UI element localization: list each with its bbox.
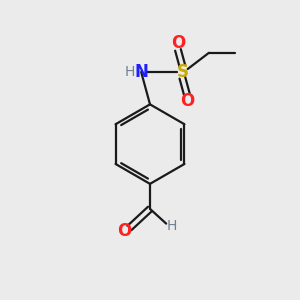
Text: O: O — [171, 34, 185, 52]
Text: O: O — [117, 222, 131, 240]
Text: H: H — [166, 219, 177, 233]
Text: H: H — [125, 65, 135, 79]
Text: O: O — [180, 92, 194, 110]
Text: S: S — [176, 63, 188, 81]
Text: N: N — [134, 63, 148, 81]
